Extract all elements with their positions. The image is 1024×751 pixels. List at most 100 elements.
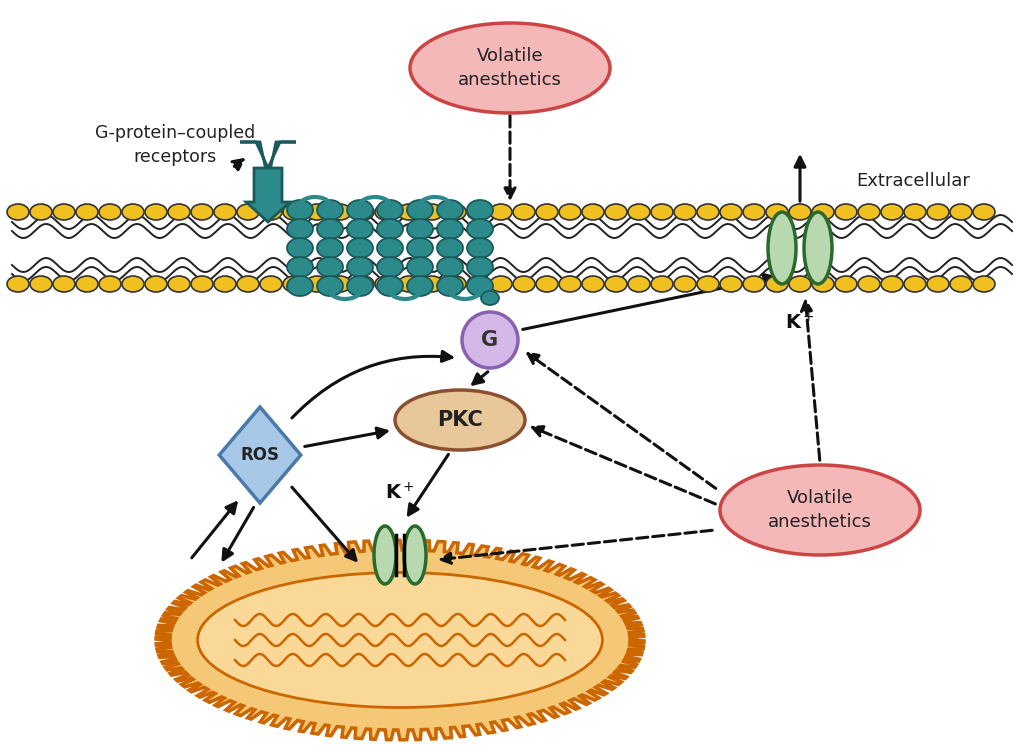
Ellipse shape	[743, 276, 765, 292]
Ellipse shape	[410, 23, 610, 113]
Ellipse shape	[790, 276, 811, 292]
Ellipse shape	[375, 276, 397, 292]
Text: ROS: ROS	[241, 446, 280, 464]
Ellipse shape	[407, 257, 433, 277]
Ellipse shape	[421, 276, 443, 292]
Ellipse shape	[559, 276, 581, 292]
Text: PKC: PKC	[437, 410, 483, 430]
Ellipse shape	[467, 219, 493, 239]
Ellipse shape	[122, 204, 144, 220]
Ellipse shape	[407, 219, 433, 239]
Ellipse shape	[812, 276, 834, 292]
Bar	[12, 206, 1012, 290]
Ellipse shape	[287, 238, 313, 258]
Ellipse shape	[76, 276, 98, 292]
Ellipse shape	[329, 204, 351, 220]
Ellipse shape	[377, 257, 403, 277]
Ellipse shape	[347, 200, 373, 220]
Ellipse shape	[973, 276, 995, 292]
Ellipse shape	[317, 257, 343, 277]
Ellipse shape	[536, 276, 558, 292]
Ellipse shape	[198, 572, 602, 707]
Ellipse shape	[467, 276, 489, 292]
Ellipse shape	[407, 276, 433, 296]
Ellipse shape	[582, 204, 604, 220]
Ellipse shape	[214, 276, 236, 292]
Ellipse shape	[329, 276, 351, 292]
Ellipse shape	[804, 212, 831, 284]
Ellipse shape	[766, 204, 788, 220]
Ellipse shape	[53, 276, 75, 292]
Ellipse shape	[407, 200, 433, 220]
Ellipse shape	[347, 219, 373, 239]
Ellipse shape	[490, 276, 512, 292]
Ellipse shape	[467, 200, 493, 220]
Ellipse shape	[927, 204, 949, 220]
Ellipse shape	[395, 390, 525, 450]
Ellipse shape	[377, 200, 403, 220]
Ellipse shape	[260, 204, 282, 220]
Ellipse shape	[437, 200, 463, 220]
Ellipse shape	[287, 219, 313, 239]
Ellipse shape	[237, 204, 259, 220]
Text: Volatile
anesthetics: Volatile anesthetics	[768, 489, 872, 531]
Polygon shape	[156, 540, 644, 740]
Ellipse shape	[950, 204, 972, 220]
Ellipse shape	[377, 276, 403, 296]
Ellipse shape	[347, 257, 373, 277]
Ellipse shape	[191, 204, 213, 220]
Ellipse shape	[790, 204, 811, 220]
Ellipse shape	[260, 276, 282, 292]
Ellipse shape	[7, 276, 29, 292]
Ellipse shape	[99, 276, 121, 292]
Ellipse shape	[122, 276, 144, 292]
Ellipse shape	[30, 204, 52, 220]
Ellipse shape	[467, 204, 489, 220]
Ellipse shape	[317, 219, 343, 239]
Ellipse shape	[858, 204, 880, 220]
Ellipse shape	[904, 204, 926, 220]
Ellipse shape	[287, 200, 313, 220]
Ellipse shape	[347, 238, 373, 258]
Ellipse shape	[812, 204, 834, 220]
Ellipse shape	[99, 204, 121, 220]
Ellipse shape	[950, 276, 972, 292]
Ellipse shape	[444, 204, 466, 220]
Ellipse shape	[145, 276, 167, 292]
Ellipse shape	[437, 219, 463, 239]
Ellipse shape	[191, 276, 213, 292]
Ellipse shape	[398, 204, 420, 220]
Ellipse shape	[628, 276, 650, 292]
Ellipse shape	[467, 276, 493, 296]
Polygon shape	[240, 142, 296, 180]
Ellipse shape	[651, 276, 673, 292]
Ellipse shape	[421, 204, 443, 220]
Ellipse shape	[536, 204, 558, 220]
Ellipse shape	[347, 276, 373, 296]
Ellipse shape	[317, 276, 343, 296]
Ellipse shape	[444, 276, 466, 292]
Ellipse shape	[927, 276, 949, 292]
Ellipse shape	[377, 219, 403, 239]
Ellipse shape	[306, 204, 328, 220]
Text: K$^+$: K$^+$	[785, 312, 815, 333]
Ellipse shape	[214, 204, 236, 220]
Ellipse shape	[628, 204, 650, 220]
Ellipse shape	[605, 204, 627, 220]
Ellipse shape	[582, 276, 604, 292]
Ellipse shape	[7, 204, 29, 220]
Ellipse shape	[835, 276, 857, 292]
Text: Volatile
anesthetics: Volatile anesthetics	[458, 47, 562, 89]
Ellipse shape	[76, 204, 98, 220]
Ellipse shape	[766, 276, 788, 292]
Ellipse shape	[490, 204, 512, 220]
Ellipse shape	[651, 204, 673, 220]
Ellipse shape	[674, 204, 696, 220]
Ellipse shape	[283, 204, 305, 220]
Text: G-protein–coupled
receptors: G-protein–coupled receptors	[95, 124, 255, 166]
Ellipse shape	[881, 204, 903, 220]
Text: G: G	[481, 330, 499, 350]
Ellipse shape	[904, 276, 926, 292]
Ellipse shape	[743, 204, 765, 220]
Ellipse shape	[283, 276, 305, 292]
